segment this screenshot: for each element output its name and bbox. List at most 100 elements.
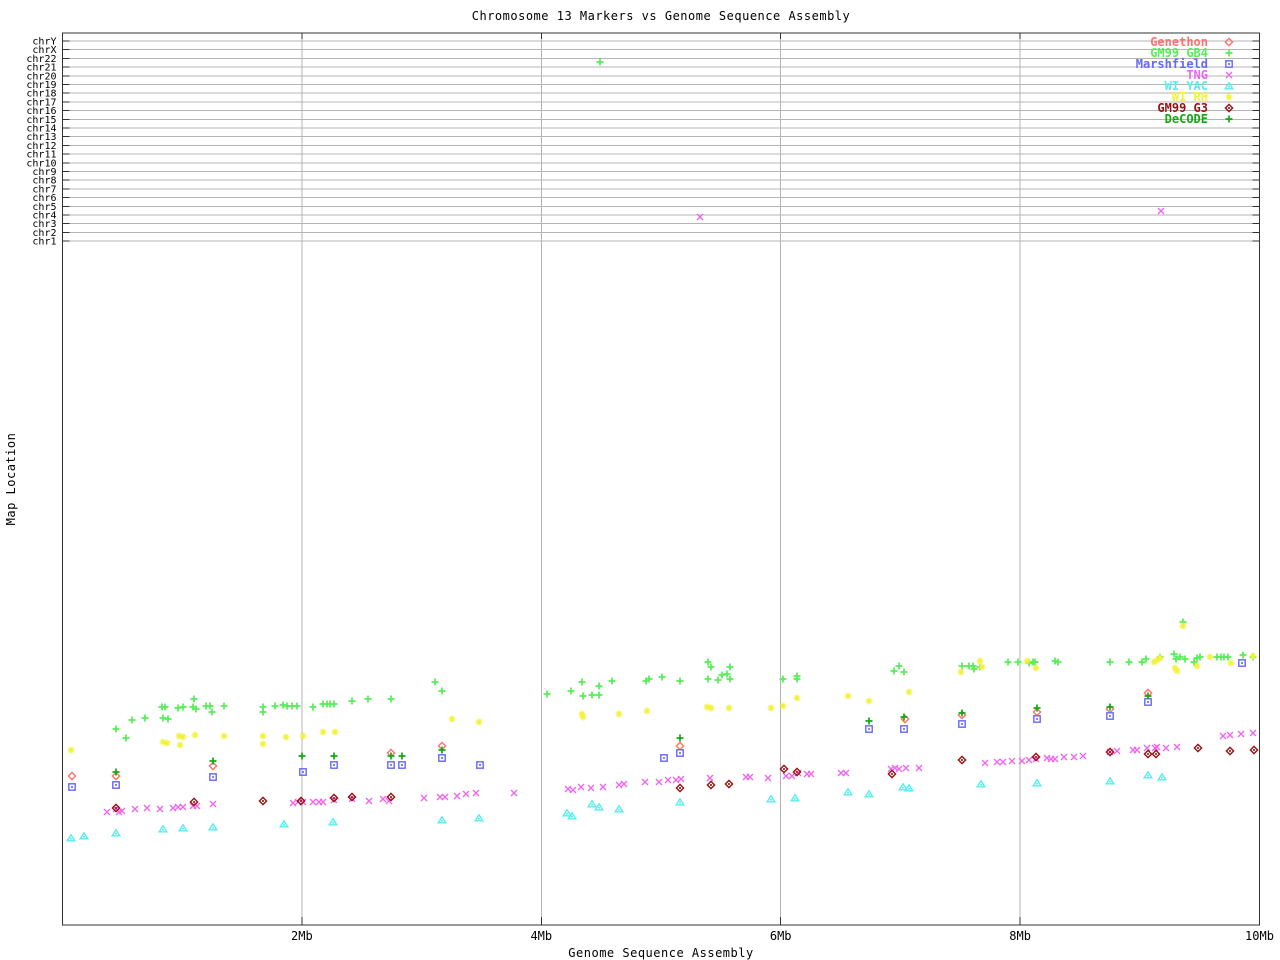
tng-point	[641, 778, 649, 786]
gm99-g3-point	[779, 764, 789, 774]
tng-point	[118, 807, 126, 815]
wi-yac-point	[278, 819, 290, 828]
x-tick-label-2Mb: 2Mb	[291, 929, 313, 943]
y-tick-label-chr19: chr19	[26, 80, 56, 91]
wi-rh-point	[643, 707, 651, 715]
legend-marker-marshfield	[1225, 60, 1233, 68]
decode-point	[387, 752, 395, 760]
tng-point	[319, 798, 327, 806]
gm99-gb4-point	[718, 671, 726, 679]
wi-rh-point	[259, 740, 267, 748]
wi-yac-point	[1104, 776, 1116, 785]
legend-marker-wi-rh	[1225, 93, 1233, 101]
decode-point	[676, 734, 684, 742]
y-tick-label-chr15: chr15	[26, 115, 56, 126]
gm99-gb4-point	[1224, 653, 1232, 661]
wi-yac-point	[593, 802, 605, 811]
wi-rh-point	[1150, 658, 1158, 666]
wi-rh-point	[578, 710, 586, 718]
tng-point	[1025, 756, 1033, 764]
gm99-g3-point	[347, 792, 357, 802]
series-wi-rh	[67, 622, 1257, 754]
legend-marker-genethon	[1224, 37, 1234, 47]
decode-point	[112, 768, 120, 776]
tng-point	[385, 797, 393, 805]
wi-yac-point	[473, 813, 485, 822]
gm99-gb4-point	[1004, 658, 1012, 666]
wi-yac-point	[177, 823, 189, 832]
marshfield-point	[958, 720, 966, 728]
gm99-gb4-point	[438, 687, 446, 695]
y-tick-label-chr10: chr10	[26, 158, 56, 169]
marshfield-point	[68, 783, 76, 791]
wi-yac-point	[586, 799, 598, 808]
gm99-gb4-point	[112, 725, 120, 733]
gm99-gb4-point	[1196, 653, 1204, 661]
tng-point	[1008, 757, 1016, 765]
wi-yac-point	[157, 824, 169, 833]
wi-yac-point	[207, 822, 219, 831]
gm99-gb4-point	[970, 665, 978, 673]
wi-rh-point	[978, 663, 986, 671]
wi-yac-point	[78, 831, 90, 840]
decode-point	[1144, 692, 1152, 700]
wi-rh-point	[703, 703, 711, 711]
gm99-gb4-point	[595, 682, 603, 690]
gm99-g3-point	[792, 767, 802, 777]
y-tick-label-chr18: chr18	[26, 89, 56, 100]
wi-yac-point	[842, 787, 854, 796]
gm99-gb4-point	[330, 700, 338, 708]
wi-yac-point	[436, 815, 448, 824]
wi-yac-point	[789, 793, 801, 802]
tng-point	[462, 790, 470, 798]
y-tick-label-chr17: chr17	[26, 97, 56, 108]
gm99-gb4-point	[1176, 653, 1184, 661]
tng-point	[993, 758, 1001, 766]
wi-rh-point	[1179, 622, 1187, 630]
series-tng	[103, 207, 1257, 816]
gm99-g3-point	[386, 792, 396, 802]
gm99-gb4-point	[567, 687, 575, 695]
gm99-gb4-point	[192, 705, 200, 713]
gm99-g3-point	[1031, 752, 1041, 762]
tng-point	[746, 773, 754, 781]
wi-rh-point	[67, 746, 75, 754]
gm99-gb4-point	[726, 663, 734, 671]
gm99-g3-point	[329, 793, 339, 803]
gm99-gb4-point	[596, 58, 604, 66]
gm99-gb4-point	[141, 714, 149, 722]
decode-point	[438, 746, 446, 754]
x-tick-label-6Mb: 6Mb	[770, 929, 792, 943]
legend-marker-wi-yac	[1223, 81, 1235, 90]
gm99-g3-point	[957, 755, 967, 765]
wi-yac-point	[110, 828, 122, 837]
wi-rh-point	[163, 739, 171, 747]
gm99-g3-point	[111, 803, 121, 813]
gm99-gb4-point	[676, 677, 684, 685]
tng-point	[420, 794, 428, 802]
tng-point	[842, 769, 850, 777]
wi-rh-point	[615, 710, 623, 718]
tng-point	[1237, 730, 1245, 738]
marshfield-point	[1033, 715, 1041, 723]
marshfield-point	[299, 768, 307, 776]
wi-rh-point	[475, 718, 483, 726]
y-tick-label-chr1: chr1	[32, 237, 56, 248]
y-tick-label-chr14: chr14	[26, 124, 56, 135]
marshfield-point	[1144, 698, 1152, 706]
marshfield-point	[1238, 659, 1246, 667]
wi-rh-point	[299, 732, 307, 740]
gm99-gb4-point	[220, 702, 228, 710]
gm99-g3-point	[1105, 747, 1115, 757]
gm99-g3-point	[1143, 749, 1153, 759]
legend-label-gm99-gb4: GM99 GB4	[1150, 46, 1208, 60]
gm99-gb4-point	[1170, 650, 1178, 658]
legend-label-wi-rh: WI RH	[1172, 90, 1208, 104]
gm99-gb4-point	[579, 692, 587, 700]
tng-point	[174, 803, 182, 811]
marshfield-point	[1106, 712, 1114, 720]
tng-point	[1032, 755, 1040, 763]
wi-yac-point	[1031, 778, 1043, 787]
tng-point	[348, 795, 356, 803]
